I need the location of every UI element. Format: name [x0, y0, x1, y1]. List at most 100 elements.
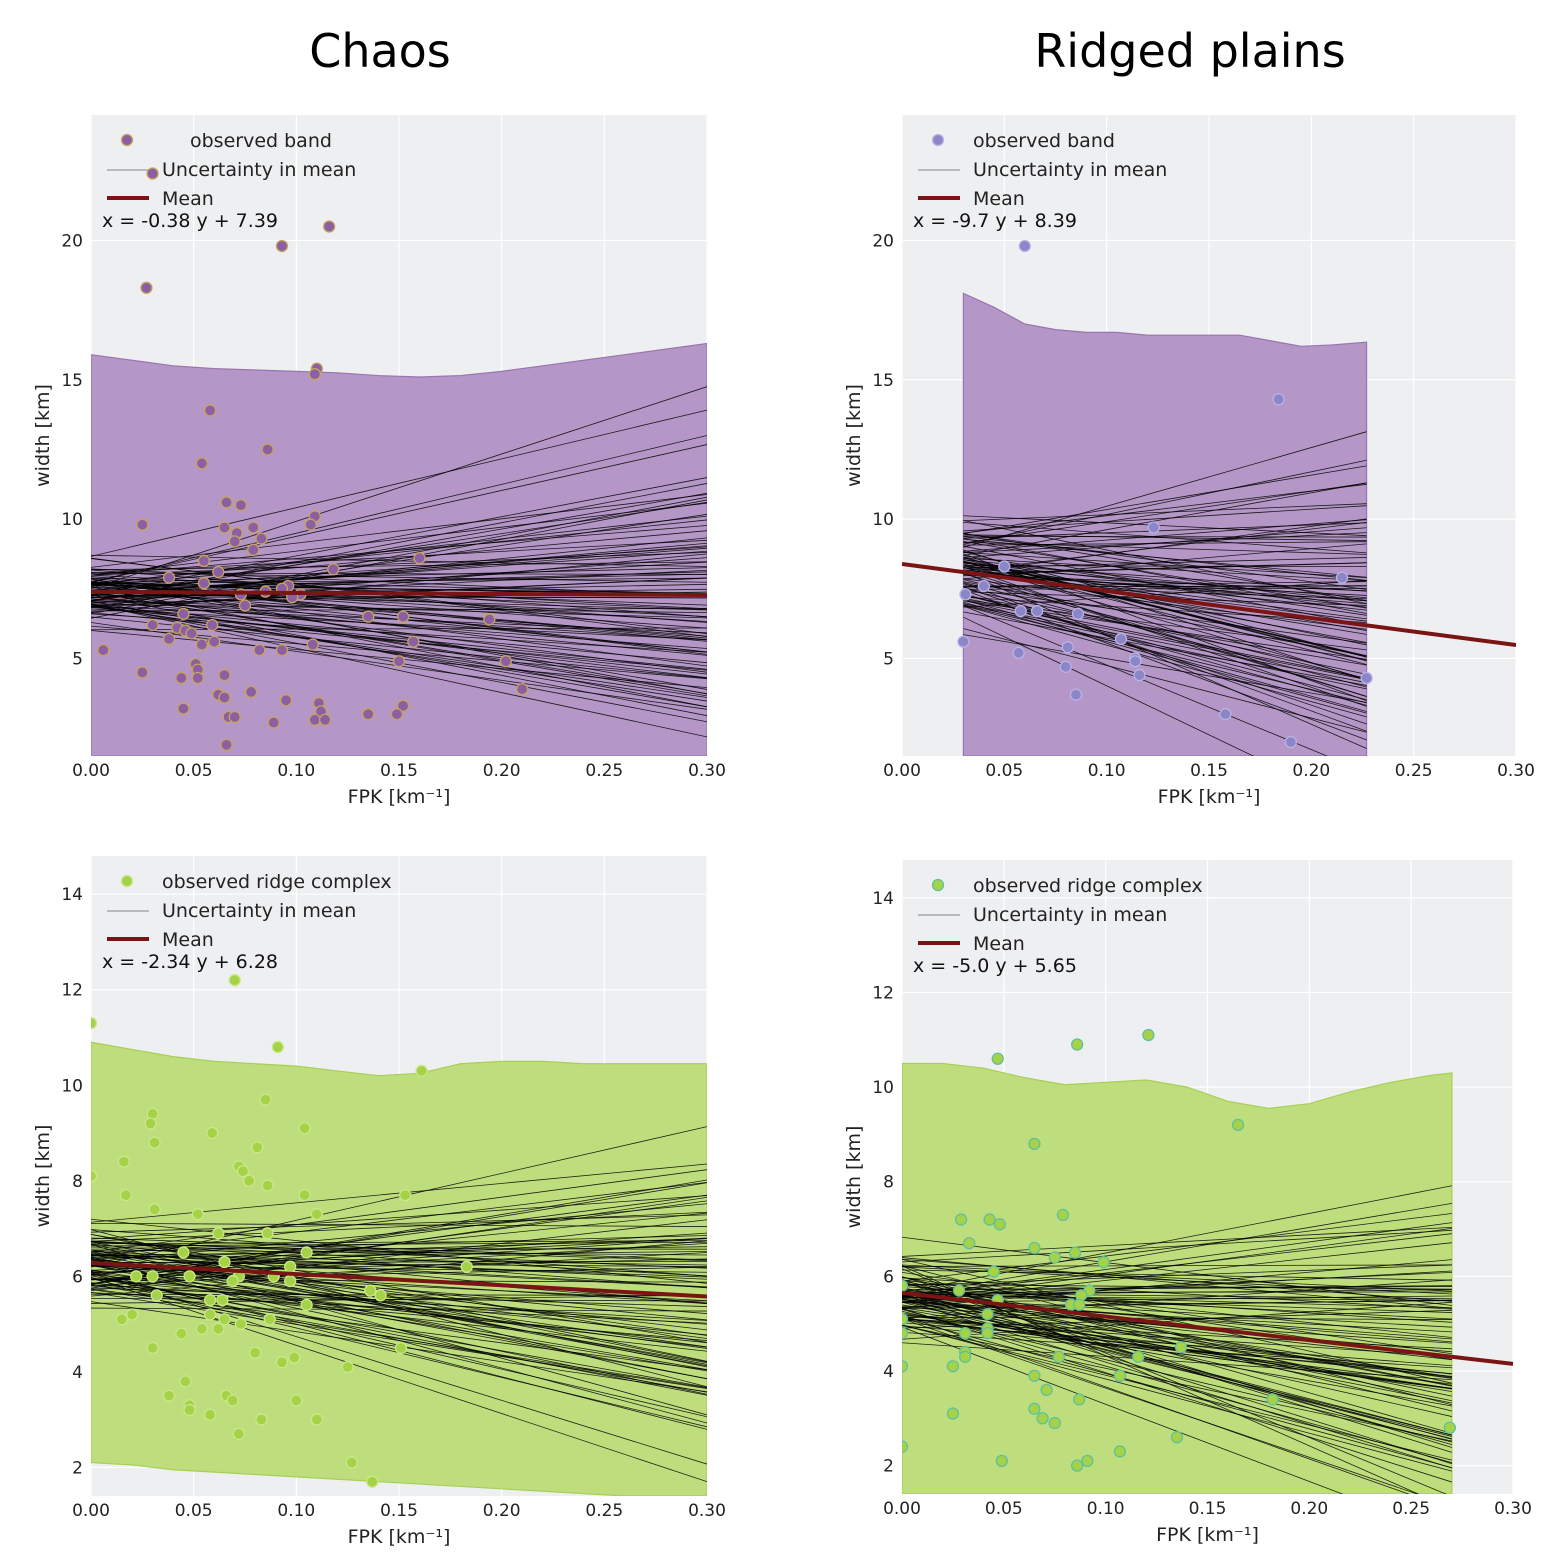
uncertainty-line [91, 586, 707, 708]
data-point [1443, 1421, 1457, 1434]
uncertainty-line [902, 1292, 1452, 1300]
uncertainty-line [91, 1240, 707, 1245]
data-point [226, 1394, 239, 1407]
data-point [162, 632, 176, 646]
data-point [185, 627, 198, 640]
data-point [97, 643, 110, 657]
uncertainty-line [963, 572, 1367, 602]
uncertainty-line [91, 581, 707, 690]
y-axis-label: width [km] [32, 384, 54, 487]
x-tick-label: 0.25 [585, 1501, 623, 1521]
data-point [144, 1117, 157, 1130]
regression-equation: x = -9.7 y + 8.39 [913, 210, 1077, 232]
uncertainty-line [963, 616, 1255, 756]
uncertainty-line [963, 459, 1367, 545]
data-point [255, 1413, 268, 1426]
data-point [191, 1208, 204, 1221]
data-point [179, 1375, 192, 1388]
data-point [318, 713, 332, 726]
uncertainty-line [963, 566, 1367, 707]
data-point [261, 443, 274, 456]
data-point [1061, 641, 1074, 654]
uncertainty-line [902, 1318, 1452, 1350]
data-point [396, 610, 410, 623]
uncertainty-line [963, 521, 1367, 572]
uncertainty-line [91, 515, 707, 585]
y-tick-label: 6 [72, 1267, 83, 1287]
y-tick-label: 14 [872, 889, 894, 909]
legend-label-mean: Mean [973, 188, 1025, 210]
uncertainty-line [91, 571, 707, 591]
y-tick-label: 15 [872, 371, 894, 391]
uncertainty-line [91, 600, 707, 619]
data-point [228, 535, 241, 548]
uncertainty-line [91, 1195, 707, 1240]
data-point [298, 1188, 311, 1202]
uncertainty-line [91, 1247, 707, 1250]
uncertainty-line [902, 1342, 1452, 1381]
uncertainty-line [963, 600, 1367, 680]
uncertainty-line [902, 1233, 1452, 1297]
x-tick-label: 0.10 [277, 761, 315, 781]
data-point [1266, 1393, 1279, 1406]
data-point [284, 1274, 297, 1288]
data-point [228, 974, 241, 987]
uncertainty-line [91, 444, 707, 583]
x-tick-label: 0.20 [483, 761, 521, 781]
data-point [483, 613, 496, 626]
data-point [977, 579, 991, 593]
x-tick-label: 0.05 [175, 761, 213, 781]
uncertainty-line [91, 1272, 707, 1336]
data-point [140, 281, 153, 294]
uncertainty-line [91, 502, 707, 576]
uncertainty-line [963, 465, 1367, 535]
uncertainty-line [963, 482, 1367, 556]
data-point [959, 588, 972, 601]
uncertainty-line [963, 549, 1367, 681]
data-point [300, 1246, 313, 1259]
uncertainty-line [91, 1211, 707, 1242]
data-point [902, 1326, 909, 1340]
data-point [146, 167, 159, 180]
data-point [981, 1326, 994, 1340]
data-point [162, 571, 176, 584]
uncertainty-line [963, 611, 1367, 686]
uncertainty-line [963, 561, 1367, 608]
uncertainty-line [91, 604, 707, 679]
data-point [1335, 571, 1349, 584]
data-point [203, 404, 217, 417]
uncertainty-line [91, 1264, 707, 1370]
x-tick-label: 0.15 [380, 1501, 418, 1521]
data-point [261, 1227, 274, 1240]
y-tick-label: 5 [72, 649, 83, 669]
data-point [234, 1317, 248, 1331]
data-point [208, 635, 221, 648]
x-tick-label: 0.00 [883, 761, 921, 781]
data-point [218, 1255, 231, 1269]
legend-label-uncertainty: Uncertainty in mean [973, 159, 1167, 181]
data-point [1081, 1454, 1094, 1468]
uncertainty-line [91, 1222, 707, 1227]
data-point [1071, 1038, 1084, 1051]
data-point [362, 610, 375, 623]
uncertainty-line [963, 569, 1367, 622]
uncertainty-line [91, 1240, 707, 1289]
uncertainty-line [91, 435, 707, 583]
data-point [323, 220, 336, 233]
data-point [259, 1093, 272, 1106]
data-point [290, 1394, 303, 1407]
uncertainty-line [902, 1308, 1452, 1407]
data-point [117, 1155, 131, 1168]
uncertainty-line [91, 601, 707, 708]
uncertainty-line [963, 597, 1367, 679]
data-point [1071, 1459, 1084, 1472]
data-point [902, 1279, 909, 1292]
y-tick-label: 6 [883, 1267, 894, 1287]
uncertainty-line [963, 563, 1367, 680]
data-point [306, 638, 319, 651]
uncertainty-line [963, 551, 1367, 658]
uncertainty-line [91, 1169, 707, 1253]
y-axis-label: width [km] [843, 384, 865, 487]
data-point [242, 1174, 256, 1187]
uncertainty-line [963, 483, 1367, 534]
